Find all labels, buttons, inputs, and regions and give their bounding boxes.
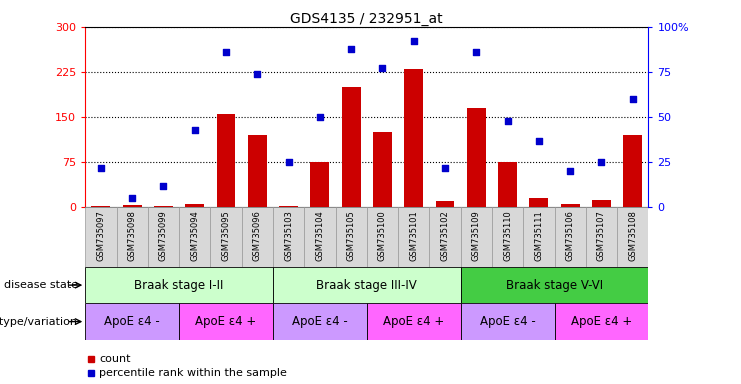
Text: GSM735108: GSM735108 <box>628 210 637 261</box>
Bar <box>305 207 336 267</box>
Text: ApoE ε4 +: ApoE ε4 + <box>383 315 445 328</box>
Text: GSM735097: GSM735097 <box>96 210 105 261</box>
Text: percentile rank within the sample: percentile rank within the sample <box>99 368 288 378</box>
Text: GSM735109: GSM735109 <box>472 210 481 261</box>
Bar <box>147 207 179 267</box>
Text: GSM735098: GSM735098 <box>127 210 136 261</box>
Point <box>220 49 232 55</box>
Point <box>596 159 608 165</box>
Point <box>533 137 545 144</box>
Bar <box>429 207 461 267</box>
Bar <box>216 114 236 207</box>
Bar <box>179 207 210 267</box>
Bar <box>467 108 485 207</box>
Bar <box>461 303 554 340</box>
Point <box>345 45 357 51</box>
Bar <box>273 207 305 267</box>
Bar <box>85 207 116 267</box>
Text: GSM735100: GSM735100 <box>378 210 387 261</box>
Text: Braak stage V-VI: Braak stage V-VI <box>506 279 603 291</box>
Bar <box>530 198 548 207</box>
Text: GSM735101: GSM735101 <box>409 210 418 261</box>
Bar <box>248 135 267 207</box>
Bar <box>210 207 242 267</box>
Text: ApoE ε4 -: ApoE ε4 - <box>292 315 348 328</box>
Bar <box>279 205 298 207</box>
Bar <box>561 204 579 207</box>
Bar <box>554 207 586 267</box>
Point <box>282 159 294 165</box>
Text: Braak stage III-IV: Braak stage III-IV <box>316 279 417 291</box>
Bar <box>154 206 173 207</box>
Bar <box>85 303 179 340</box>
Text: ApoE ε4 +: ApoE ε4 + <box>571 315 632 328</box>
Bar <box>85 267 273 303</box>
Text: ApoE ε4 +: ApoE ε4 + <box>196 315 256 328</box>
Bar <box>310 162 329 207</box>
Bar <box>398 207 429 267</box>
Bar <box>554 303 648 340</box>
Bar <box>342 87 361 207</box>
Text: GSM735095: GSM735095 <box>222 210 230 261</box>
Bar <box>492 207 523 267</box>
Bar <box>367 303 461 340</box>
Bar <box>436 201 454 207</box>
Title: GDS4135 / 232951_at: GDS4135 / 232951_at <box>290 12 443 26</box>
Bar <box>592 200 611 207</box>
Bar <box>367 207 398 267</box>
Point <box>126 195 138 201</box>
Bar <box>461 207 492 267</box>
Bar <box>461 267 648 303</box>
Point <box>314 114 326 120</box>
Text: GSM735110: GSM735110 <box>503 210 512 261</box>
Text: count: count <box>99 354 131 364</box>
Text: GSM735099: GSM735099 <box>159 210 168 261</box>
Point <box>408 38 419 45</box>
Text: GSM735111: GSM735111 <box>534 210 543 261</box>
Text: disease state: disease state <box>4 280 78 290</box>
Bar <box>273 267 461 303</box>
Text: GSM735103: GSM735103 <box>284 210 293 261</box>
Text: GSM735102: GSM735102 <box>440 210 450 261</box>
Bar <box>623 135 642 207</box>
Bar <box>91 205 110 207</box>
Bar <box>373 132 392 207</box>
Point <box>564 168 576 174</box>
Bar <box>179 303 273 340</box>
Text: GSM735094: GSM735094 <box>190 210 199 261</box>
Bar <box>617 207 648 267</box>
Bar <box>498 162 517 207</box>
Text: GSM735096: GSM735096 <box>253 210 262 261</box>
Point <box>502 118 514 124</box>
Point <box>189 127 201 133</box>
Bar <box>586 207 617 267</box>
Text: GSM735107: GSM735107 <box>597 210 606 261</box>
Text: Braak stage I-II: Braak stage I-II <box>134 279 224 291</box>
Point <box>158 183 170 189</box>
Text: genotype/variation: genotype/variation <box>0 316 78 327</box>
Point <box>471 49 482 55</box>
Bar <box>405 69 423 207</box>
Text: ApoE ε4 -: ApoE ε4 - <box>479 315 536 328</box>
Bar <box>523 207 554 267</box>
Text: GSM735105: GSM735105 <box>347 210 356 261</box>
Bar <box>242 207 273 267</box>
Text: GSM735104: GSM735104 <box>316 210 325 261</box>
Point <box>439 165 451 171</box>
Text: ApoE ε4 -: ApoE ε4 - <box>104 315 160 328</box>
Bar <box>116 207 147 267</box>
Bar <box>185 204 204 207</box>
Point <box>627 96 639 102</box>
Point <box>95 165 107 171</box>
Bar <box>273 303 367 340</box>
Bar <box>123 205 142 207</box>
Point <box>376 65 388 71</box>
Bar <box>336 207 367 267</box>
Text: GSM735106: GSM735106 <box>565 210 575 261</box>
Point <box>251 71 263 77</box>
